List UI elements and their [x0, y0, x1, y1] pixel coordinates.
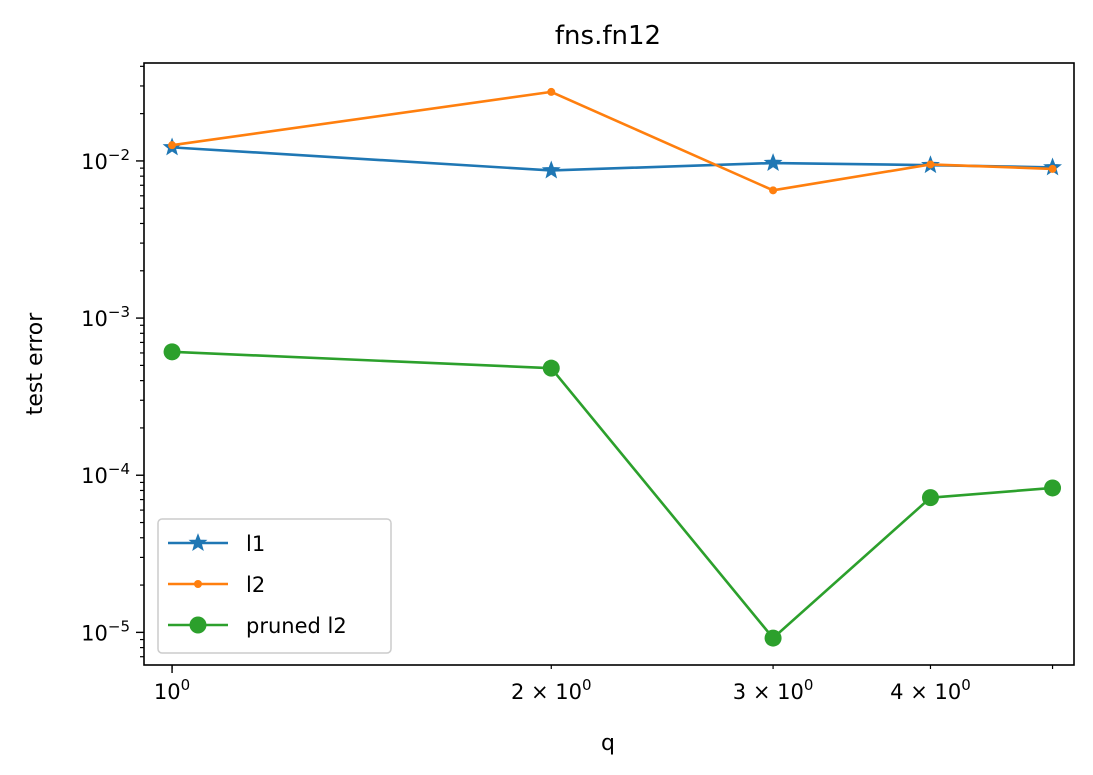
- series-pruned-l2: [163, 343, 1062, 647]
- data-point: [168, 141, 177, 150]
- data-point: [1048, 164, 1057, 173]
- x-axis: 100 2 × 100 3 × 100 4 × 100: [154, 665, 1054, 704]
- legend-marker: [194, 580, 202, 588]
- y-axis: 10−2 10−3 10−4 10−5: [81, 65, 144, 658]
- data-point: [921, 489, 939, 507]
- data-point: [926, 160, 935, 169]
- series-l2: [168, 87, 1057, 195]
- plot-area: [162, 87, 1062, 647]
- legend-entry: l2: [168, 573, 265, 597]
- data-point: [1044, 479, 1062, 497]
- data-point: [547, 87, 556, 96]
- data-point: [763, 153, 783, 172]
- data-point: [541, 160, 561, 179]
- legend-entry: pruned l2: [168, 614, 347, 638]
- y-tick-label: 10−4: [81, 460, 130, 488]
- legend-label: l2: [246, 573, 265, 597]
- data-point: [764, 629, 782, 647]
- series-line: [171, 90, 1053, 192]
- legend-marker: [189, 616, 207, 634]
- x-tick-label: 4 × 100: [890, 676, 971, 704]
- legend-label: l1: [246, 532, 265, 556]
- legend-box: [157, 518, 392, 654]
- data-point: [769, 186, 778, 195]
- legend-marker: [188, 533, 208, 552]
- legend-label: pruned l2: [246, 614, 347, 638]
- legend-entry: l1: [168, 532, 265, 556]
- data-point: [163, 343, 181, 361]
- x-tick-label: 3 × 100: [733, 676, 814, 704]
- data-point: [542, 359, 560, 377]
- legend: l1 l2 pruned l2: [157, 518, 392, 654]
- y-axis-label: test error: [23, 312, 48, 415]
- x-axis-label: q: [601, 731, 615, 756]
- series-l1: [162, 137, 1062, 179]
- y-tick-label: 10−5: [81, 617, 130, 645]
- chart-title: fns.fn12: [555, 21, 661, 51]
- plot-frame: [143, 62, 1075, 666]
- x-tick-label: 2 × 100: [511, 676, 592, 704]
- y-tick-label: 10−3: [81, 303, 130, 331]
- y-tick-label: 10−2: [81, 146, 130, 174]
- x-tick-label: 100: [154, 676, 190, 704]
